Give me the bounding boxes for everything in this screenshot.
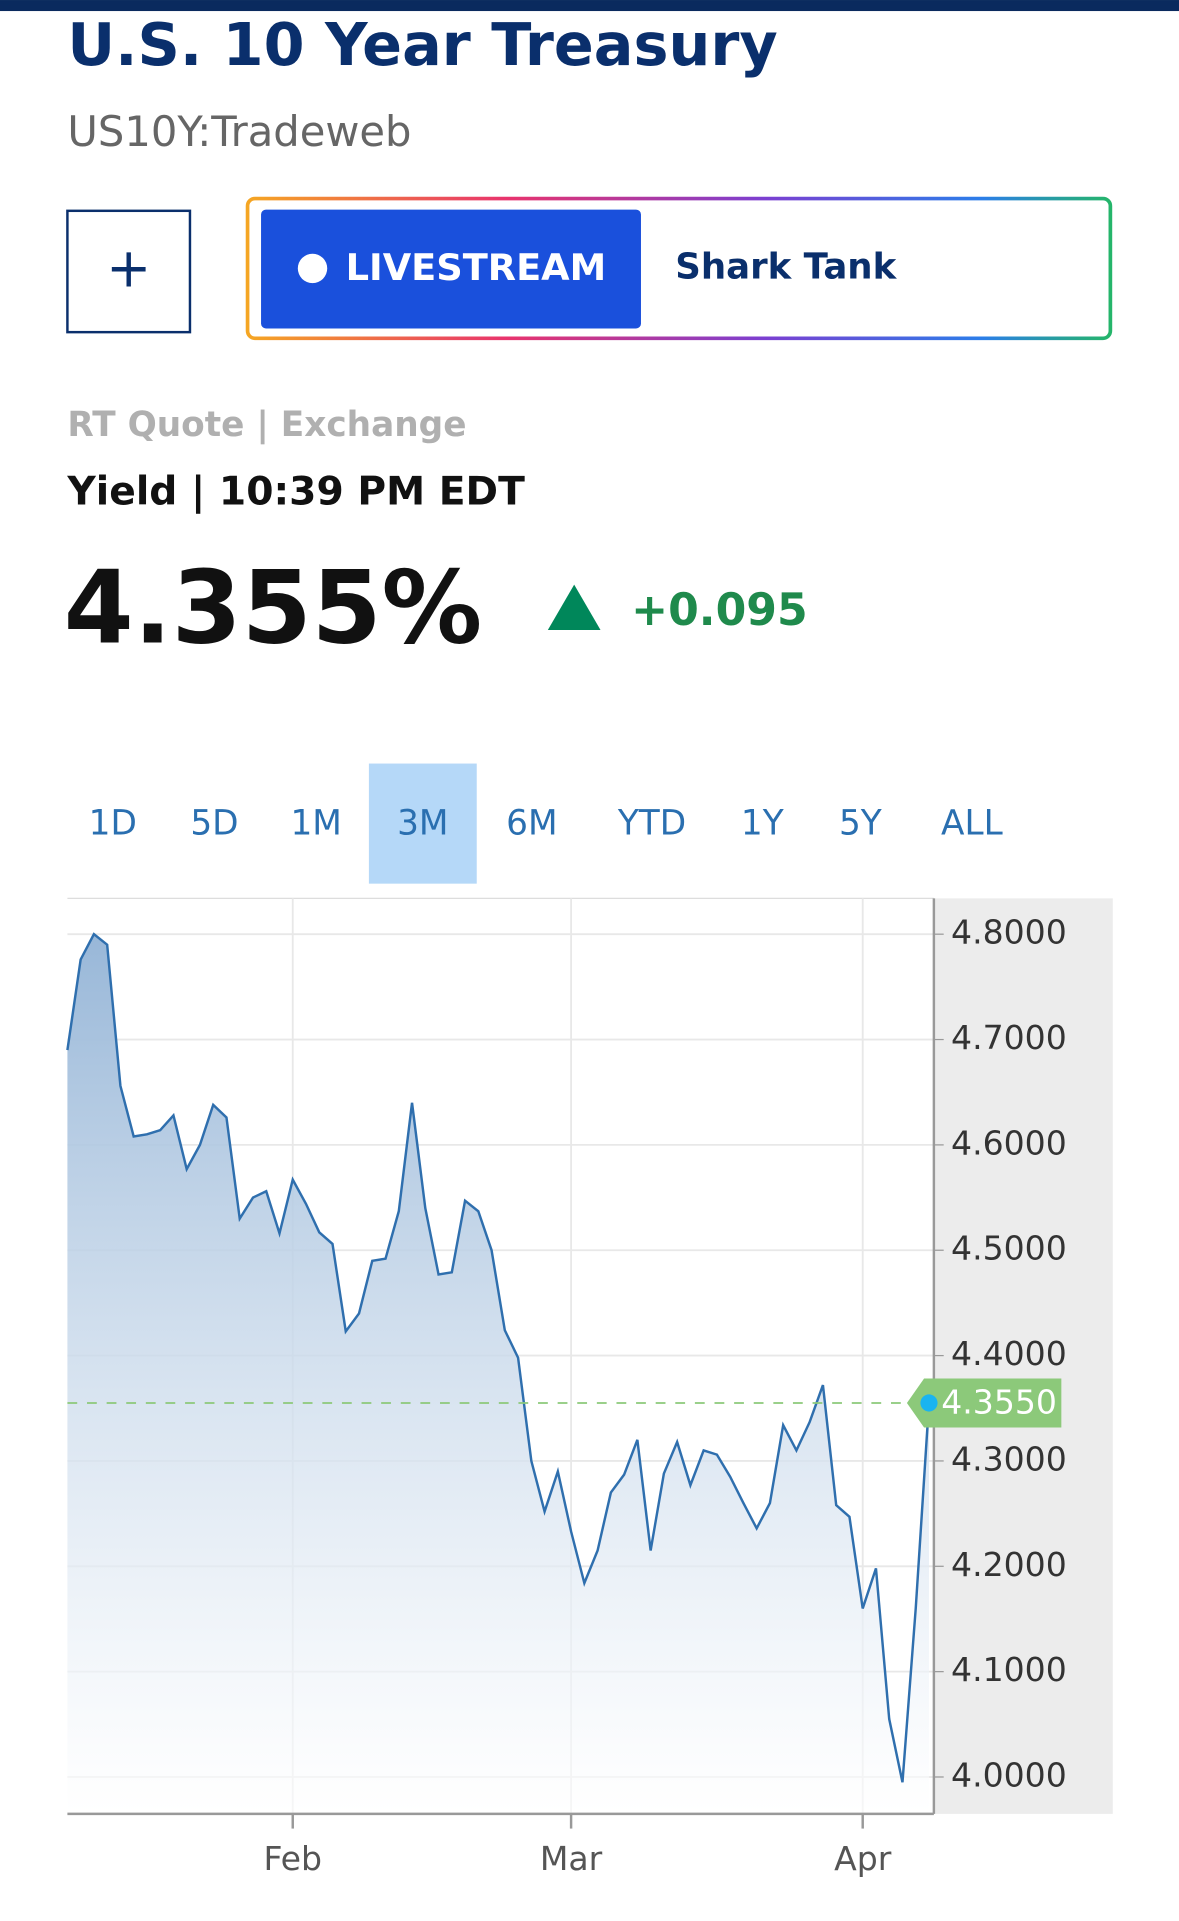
- current-dot: [920, 1394, 938, 1412]
- x-tick-label: Apr: [834, 1839, 892, 1878]
- y-tick-label: 4.0000: [951, 1755, 1067, 1794]
- tab[interactable]: 1Y: [741, 803, 785, 843]
- y-tick-label: 4.1000: [951, 1650, 1067, 1689]
- line: [66, 932, 931, 1783]
- live-dot: [297, 253, 328, 284]
- add-button[interactable]: [66, 209, 192, 334]
- add-icon: +: [106, 237, 151, 300]
- show-link[interactable]: Shark Tank: [675, 246, 897, 287]
- tab[interactable]: 5D: [190, 803, 238, 843]
- live-button[interactable]: [261, 209, 641, 329]
- top-bar: [0, 0, 1179, 12]
- tab[interactable]: 1M: [290, 803, 341, 843]
- x-tick-label: Feb: [263, 1839, 322, 1878]
- title: U.S. 10 Year Treasury: [67, 10, 777, 79]
- tab[interactable]: 6M: [506, 803, 557, 843]
- quote-source: RT Quote | Exchange: [67, 405, 466, 445]
- y-tick-label: 4.6000: [951, 1123, 1067, 1162]
- tab[interactable]: 3M: [397, 803, 448, 843]
- y-tick-label: 4.3000: [951, 1439, 1067, 1478]
- y-tick-label: 4.5000: [951, 1229, 1067, 1268]
- x-tick-label: Mar: [540, 1839, 603, 1878]
- tab[interactable]: ALL: [941, 803, 1003, 843]
- current-label: 4.3550: [941, 1383, 1057, 1422]
- live-label: LIVESTREAM: [346, 246, 607, 289]
- up-arrow: [547, 584, 601, 630]
- chart: 4.0000 4.1000 4.2000 4.3000 4.4000 4.5000 4.60…: [66, 897, 1113, 1878]
- change: +0.095: [631, 585, 807, 636]
- tab[interactable]: 5Y: [839, 803, 883, 843]
- current-tag: [906, 1378, 1062, 1428]
- y-tick-label: 4.7000: [951, 1018, 1067, 1057]
- quote-label: Yield | 10:39 PM EDT: [66, 469, 525, 514]
- subtitle: US10Y:Tradeweb: [67, 107, 411, 156]
- tab[interactable]: 1D: [89, 803, 137, 843]
- price: 4.355%: [64, 550, 483, 667]
- y-tick-label: 4.4000: [951, 1334, 1067, 1373]
- y-tick-label: 4.8000: [951, 913, 1067, 952]
- axis-panel: [933, 898, 1113, 1814]
- tab-active-bg: [368, 763, 477, 884]
- area: [67, 934, 929, 1814]
- tabs: 1D 5D 1M 3M 6M YTD 1Y 5Y ALL: [89, 763, 1003, 884]
- tab[interactable]: YTD: [617, 803, 686, 843]
- y-tick-label: 4.2000: [951, 1545, 1067, 1584]
